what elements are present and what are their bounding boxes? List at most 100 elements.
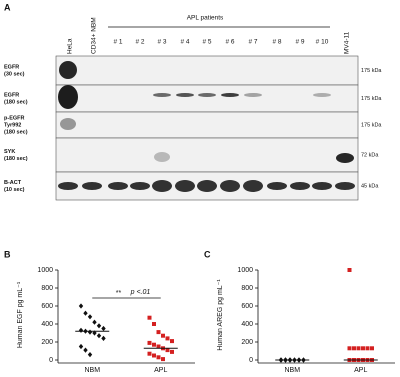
blot-band	[152, 180, 172, 192]
lane-label: # 1	[113, 39, 122, 46]
data-point	[87, 329, 93, 335]
panel-label: C	[204, 249, 211, 259]
lane-label: # 5	[202, 39, 211, 46]
lane-label: # 10	[316, 39, 329, 46]
y-tick-label: 200	[241, 339, 253, 346]
marker-label: 175 kDa	[361, 122, 382, 128]
data-point	[170, 339, 174, 344]
blot-band	[82, 182, 102, 190]
blot-band	[336, 153, 354, 163]
marker-label: 72 kDa	[361, 152, 379, 158]
data-point	[156, 344, 161, 349]
data-point	[96, 333, 102, 339]
y-tick-label: 600	[241, 303, 253, 310]
lane-label: MV4-11	[344, 31, 351, 54]
data-point	[365, 346, 370, 351]
row-label: EGFR	[4, 64, 19, 70]
data-point	[92, 319, 97, 325]
data-point	[152, 322, 156, 326]
marker-label: 175 kDa	[361, 96, 382, 102]
lane-label: # 2	[135, 39, 144, 46]
row-label: EGFR	[4, 92, 19, 98]
data-point	[78, 343, 84, 350]
lane-label: # 4	[180, 39, 189, 46]
y-tick-label: 0	[249, 357, 253, 364]
data-point	[147, 351, 152, 356]
x-tick-label: APL	[154, 367, 167, 374]
blot-row	[55, 137, 359, 173]
data-point	[152, 353, 156, 358]
panel-label: B	[4, 249, 11, 259]
lane-label: CD34+ NBM	[91, 17, 98, 54]
significance: **	[116, 290, 122, 297]
x-tick-label: NBM	[284, 367, 300, 374]
group-label: APL patients	[187, 15, 224, 22]
row-label: (180 sec)	[4, 99, 28, 105]
x-tick-label: APL	[354, 367, 367, 374]
data-point	[87, 314, 93, 320]
row-label: (30 sec)	[4, 71, 25, 77]
data-point	[161, 357, 165, 362]
data-point	[347, 346, 352, 351]
blot-band	[335, 182, 355, 190]
lane-label: # 3	[157, 39, 166, 46]
y-axis-label: Human AREG pg mL⁻¹	[217, 279, 224, 351]
blot-band	[313, 93, 331, 97]
lane-label: # 8	[272, 39, 281, 46]
data-point	[101, 325, 106, 332]
blot-band	[154, 152, 170, 162]
data-point	[161, 333, 165, 338]
data-point	[96, 323, 102, 329]
y-tick-label: 400	[41, 321, 53, 328]
blot-band	[153, 93, 171, 97]
blot-band	[267, 182, 287, 190]
y-tick-label: 1000	[237, 267, 253, 274]
lane-label: # 9	[295, 39, 304, 46]
data-point	[147, 315, 152, 320]
data-point	[83, 310, 88, 316]
y-tick-label: 0	[49, 357, 53, 364]
blot-band	[243, 180, 263, 192]
data-point	[170, 349, 174, 354]
blot-band	[220, 180, 240, 192]
marker-label: 175 kDa	[361, 68, 382, 74]
blot-band	[312, 182, 332, 190]
data-point	[361, 346, 365, 351]
blot-band	[175, 180, 195, 192]
row-label: (10 sec)	[4, 187, 25, 193]
blot-row	[55, 84, 359, 113]
blot-band	[108, 182, 128, 190]
data-point	[101, 335, 106, 341]
data-point	[165, 336, 170, 341]
y-tick-label: 800	[241, 285, 253, 292]
marker-label: 45 kDa	[361, 183, 379, 189]
blot-row	[55, 111, 359, 139]
blot-band	[58, 182, 78, 190]
data-point	[165, 348, 170, 353]
lane-label: HeLa	[67, 38, 74, 54]
data-point	[352, 346, 356, 351]
blot-band	[290, 182, 310, 190]
lane-label: # 6	[225, 39, 234, 46]
blot-band	[59, 61, 77, 79]
y-tick-label: 1000	[37, 267, 53, 274]
data-point	[147, 340, 152, 345]
blot-band	[176, 93, 194, 97]
blot-row	[55, 55, 359, 86]
data-point	[83, 347, 88, 353]
data-point	[78, 303, 84, 309]
y-tick-label: 800	[41, 285, 53, 292]
blot-band	[197, 180, 217, 192]
blot-band	[221, 93, 239, 97]
data-point	[152, 342, 156, 347]
row-label: (180 sec)	[4, 156, 28, 162]
panel-label: A	[4, 2, 11, 12]
data-point	[78, 327, 84, 333]
data-point	[347, 268, 352, 272]
blot-band	[244, 93, 262, 97]
y-tick-label: 600	[41, 303, 53, 310]
row-label: Tyr992	[4, 122, 21, 128]
data-point	[87, 352, 93, 358]
blot-band	[198, 93, 216, 97]
